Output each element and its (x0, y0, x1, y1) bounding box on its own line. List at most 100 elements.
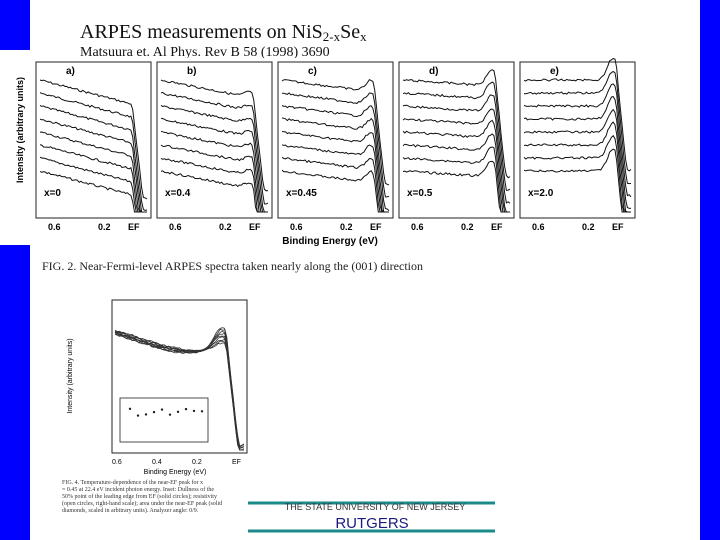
spectrum (523, 58, 632, 172)
composition: x=2.0 (528, 188, 554, 199)
spectrum (281, 105, 390, 211)
spectrum (281, 92, 390, 198)
x-tick-label: EF (370, 222, 382, 232)
panel-frame (398, 61, 515, 219)
caption: FIG. 2. Near-Fermi-level ARPES spectra t… (42, 259, 423, 273)
title-main: ARPES measurements on NiS (80, 21, 323, 43)
spectrum (402, 146, 510, 213)
inset-point (144, 413, 148, 416)
spectrum (402, 81, 511, 191)
spectrum (402, 160, 510, 213)
spectrum (160, 79, 269, 192)
inset-point (160, 408, 164, 411)
spectrum (39, 79, 148, 200)
spectrum (160, 130, 268, 213)
citation: Matsuura et. Al Phys. Rev B 58 (1998) 36… (80, 45, 330, 60)
caption-line: FIG. 4. Temperature-dependence of the ne… (62, 479, 203, 486)
spectrum (39, 105, 147, 213)
x-tick-label: 0.2 (461, 222, 474, 232)
panel-tag: c) (308, 66, 317, 77)
spectrum (402, 69, 511, 179)
spectrum (523, 70, 632, 185)
rutgers: RUTGERS (335, 515, 408, 532)
inset-point (136, 414, 140, 417)
caption-line: = 0.45 at 22.4 eV incident photon energy… (62, 486, 214, 493)
x-tick-label: EF (249, 222, 261, 232)
spectrum (281, 117, 389, 213)
spectrum (523, 121, 631, 213)
title-sub: x (360, 29, 367, 44)
panel-tag: a) (66, 66, 75, 77)
panel-frame (156, 61, 273, 219)
figure-2: a) x=0 0.6 0.2 EF b) x=0.4 0.6 0.2 EF c) x=0.45 0.6 0… (15, 58, 645, 273)
inset-frame (119, 397, 209, 443)
spectrum (402, 119, 510, 213)
x-axis-label: Binding Energy (eV) (282, 236, 378, 247)
composition: x=0.5 (407, 188, 433, 199)
x-tick-label: 0.6 (411, 222, 424, 232)
y-axis-label: Intensity (arbitrary units) (67, 338, 74, 413)
inset-point (152, 410, 156, 414)
spectrum (281, 79, 390, 186)
panel-frame (277, 61, 394, 219)
spectrum (114, 331, 244, 451)
panel-frame (519, 61, 636, 219)
left-bar-bottom (0, 245, 30, 540)
inset-point (200, 410, 204, 413)
inset-point (128, 407, 132, 411)
spectrum (402, 108, 510, 213)
x-tick-label: EF (491, 222, 503, 232)
title-mid: Se (340, 21, 360, 43)
spectrum (281, 156, 389, 213)
title-sub: 2-x (323, 29, 341, 44)
panel-frame (35, 61, 152, 219)
panel-tag: b) (187, 66, 196, 77)
spectrum (160, 158, 268, 213)
spectrum (39, 131, 147, 213)
inset-point (168, 413, 172, 416)
inset-point (176, 410, 180, 414)
plot-frame (111, 299, 248, 454)
spectrum (402, 133, 510, 213)
spectrum (160, 104, 268, 213)
inset-point (184, 407, 188, 411)
composition: x=0.4 (165, 188, 191, 199)
panel-tag: e) (550, 66, 559, 77)
spectrum (39, 144, 147, 213)
figure-4: Intensity (arbitrary units) 0.6 0.4 0.2 EF Bi… (62, 299, 248, 514)
x-tick-label: EF (128, 222, 140, 232)
caption-line: (open circles, right-hand scale); area u… (62, 500, 222, 507)
x-tick-label: 0.2 (219, 222, 232, 232)
spectrum (523, 108, 631, 213)
inset-point (192, 409, 196, 413)
spectrum (39, 92, 148, 212)
right-bar (700, 0, 720, 540)
spectrum (39, 118, 147, 213)
x-tick-label: 0.6 (532, 222, 545, 232)
x-tick-label: 0.6 (169, 222, 182, 232)
figure-bg (30, 58, 645, 245)
spectrum (114, 330, 244, 451)
panel-tag: d) (429, 66, 438, 77)
spectrum (523, 148, 631, 213)
spectrum (281, 131, 389, 213)
x-tick-label: EF (612, 222, 624, 232)
x-tick-label: 0.2 (192, 459, 202, 466)
x-tick-label: 0.2 (582, 222, 595, 232)
y-axis-label: Intensity (arbitrary units) (15, 77, 25, 183)
x-tick-label: 0.6 (112, 459, 122, 466)
x-tick-label: 0.6 (48, 222, 61, 232)
spectrum (160, 170, 268, 213)
spectrum (39, 156, 147, 213)
spectrum (402, 94, 511, 204)
x-tick-label: 0.6 (290, 222, 303, 232)
spectrum (160, 117, 268, 213)
university: THE STATE UNIVERSITY OF NEW JERSEY (285, 502, 466, 512)
spectrum (39, 170, 147, 213)
left-bar-top (0, 0, 30, 50)
x-tick-label: 0.2 (98, 222, 111, 232)
spectrum (160, 91, 269, 205)
x-tick-label: EF (232, 459, 241, 466)
spectrum (281, 169, 389, 213)
